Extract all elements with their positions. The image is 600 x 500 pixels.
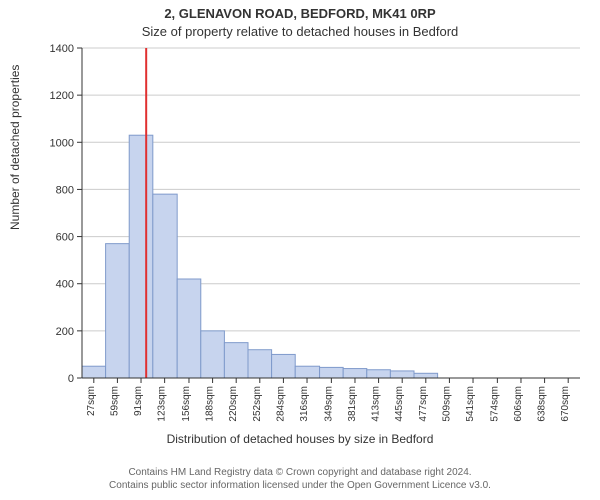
histogram-bar <box>320 367 344 378</box>
svg-text:445sqm: 445sqm <box>394 386 405 422</box>
svg-text:252sqm: 252sqm <box>252 386 263 422</box>
svg-text:91sqm: 91sqm <box>133 386 144 416</box>
histogram-bar <box>82 366 106 378</box>
svg-text:220sqm: 220sqm <box>228 386 239 422</box>
y-axis-label: Number of detached properties <box>8 65 22 230</box>
svg-text:27sqm: 27sqm <box>86 386 97 416</box>
histogram-bar <box>295 366 319 378</box>
histogram-bar <box>177 279 201 378</box>
svg-text:600: 600 <box>56 232 74 244</box>
svg-text:541sqm: 541sqm <box>465 386 476 422</box>
histogram-bar <box>414 373 438 378</box>
svg-text:381sqm: 381sqm <box>347 386 358 422</box>
svg-text:188sqm: 188sqm <box>205 386 216 422</box>
svg-text:1400: 1400 <box>50 43 74 55</box>
svg-text:638sqm: 638sqm <box>537 386 548 422</box>
histogram-bar <box>153 194 177 378</box>
svg-text:156sqm: 156sqm <box>181 386 192 422</box>
svg-text:349sqm: 349sqm <box>323 386 334 422</box>
svg-text:284sqm: 284sqm <box>275 386 286 422</box>
svg-text:509sqm: 509sqm <box>441 386 452 422</box>
histogram-bar <box>248 350 272 378</box>
footer-attribution: Contains HM Land Registry data © Crown c… <box>0 466 600 492</box>
svg-text:59sqm: 59sqm <box>109 386 120 416</box>
histogram-bar <box>129 135 153 378</box>
footer-line2: Contains public sector information licen… <box>0 479 600 492</box>
svg-text:800: 800 <box>56 184 74 196</box>
histogram-bar <box>367 370 391 378</box>
histogram-bar <box>390 371 414 378</box>
svg-text:0: 0 <box>68 373 74 385</box>
svg-text:606sqm: 606sqm <box>513 386 524 422</box>
histogram-chart: 0 200 400 600 800 1000 1200 1400 27sqm 59sqm 91sqm… <box>40 40 590 425</box>
histogram-bar <box>106 244 130 378</box>
chart-title-line1: 2, GLENAVON ROAD, BEDFORD, MK41 0RP <box>0 6 600 21</box>
svg-text:400: 400 <box>56 279 74 291</box>
svg-text:413sqm: 413sqm <box>371 386 382 422</box>
x-axis-label: Distribution of detached houses by size … <box>0 432 600 446</box>
footer-line1: Contains HM Land Registry data © Crown c… <box>0 466 600 479</box>
svg-text:1200: 1200 <box>50 90 74 102</box>
svg-text:200: 200 <box>56 326 74 338</box>
svg-text:574sqm: 574sqm <box>489 386 500 422</box>
histogram-bar <box>343 369 367 378</box>
histogram-bar <box>272 354 296 378</box>
chart-title-line2: Size of property relative to detached ho… <box>0 24 600 39</box>
svg-text:670sqm: 670sqm <box>560 386 571 422</box>
svg-text:123sqm: 123sqm <box>157 386 168 422</box>
svg-text:477sqm: 477sqm <box>418 386 429 422</box>
svg-text:316sqm: 316sqm <box>299 386 310 422</box>
histogram-bar <box>201 331 225 378</box>
svg-text:1000: 1000 <box>50 137 74 149</box>
histogram-bar <box>224 343 248 378</box>
